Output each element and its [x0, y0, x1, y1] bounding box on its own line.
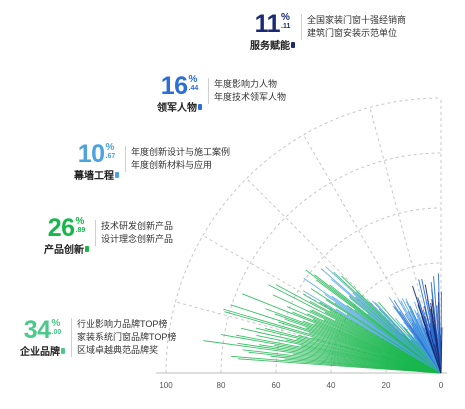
stat-decimal: .44	[188, 85, 199, 92]
stat-line: 年度技术领军人物	[214, 92, 287, 102]
stat-decimal: .67	[105, 153, 116, 160]
stat-muqiang: 10 % .67 幕墙工程 年度创新设计与施工案例 年度创新材料与应用	[74, 140, 230, 183]
stat-number: 11	[254, 10, 281, 38]
stat-percent: %	[75, 216, 85, 227]
stat-line: 设计理念创新产品	[101, 234, 174, 244]
stat-category: 企业品牌	[20, 347, 60, 358]
stat-percent: %	[105, 142, 115, 153]
ray	[437, 273, 442, 374]
grid-spoke	[369, 107, 442, 374]
grid-arc	[220, 152, 442, 374]
grid-spoke	[175, 301, 442, 374]
ray	[430, 308, 442, 374]
data-rays	[203, 266, 443, 374]
category-tag	[198, 104, 202, 110]
stat-qiye: 34 % .00 企业品牌 行业影响力品牌TOP榜 家装系统门窗品牌TOP榜 区域…	[20, 316, 176, 359]
stat-line: 建筑门窗安装示范单位	[307, 28, 398, 38]
stat-number: 34	[23, 316, 51, 344]
ray	[436, 305, 442, 374]
stat-decimal: .89	[75, 227, 86, 234]
stat-lines: 年度影响力人物 年度技术领军人物	[208, 78, 286, 104]
grid-spoke	[246, 178, 442, 374]
stat-number: 16	[160, 72, 188, 100]
tick-label: 100	[159, 381, 173, 390]
stat-percent: %	[51, 318, 61, 329]
stat-category: 幕墙工程	[74, 171, 114, 182]
stat-lines: 年度创新设计与施工案例 年度创新材料与应用	[125, 146, 230, 172]
stat-line: 行业影响力品牌TOP榜	[77, 319, 168, 329]
stat-line: 全国家装门窗十强经销商	[307, 15, 407, 25]
stat-lingjun: 16 % .44 领军人物 年度影响力人物 年度技术领军人物	[157, 72, 286, 115]
stat-fuwu: 11 % .11 服务赋能 全国家装门窗十强经销商 建筑门窗安装示范单位	[250, 10, 406, 53]
tick-label: 20	[382, 381, 391, 390]
polar-grid	[156, 97, 447, 374]
stat-category: 产品创新	[44, 245, 84, 256]
grid-spoke	[303, 134, 442, 374]
category-tag	[61, 348, 65, 354]
stat-line: 年度创新材料与应用	[131, 160, 213, 170]
category-tag	[85, 246, 89, 252]
stat-lines: 全国家装门窗十强经销商 建筑门窗安装示范单位	[301, 14, 406, 40]
stat-decimal: .00	[51, 329, 62, 336]
tick-label: 80	[217, 381, 226, 390]
grid-arc	[165, 97, 442, 374]
stat-percent: %	[281, 12, 290, 23]
stat-decimal: .11	[281, 23, 291, 30]
category-tag	[291, 42, 295, 48]
radial-ticks: 100 80 60 40 20 0	[159, 381, 443, 390]
stat-number: 26	[47, 214, 75, 242]
stat-percent: %	[188, 74, 198, 85]
stat-category: 服务赋能	[250, 41, 290, 52]
stat-line: 区域卓越典范品牌奖	[77, 345, 159, 355]
tick-label: 0	[439, 381, 444, 390]
stat-line: 年度创新设计与施工案例	[131, 147, 231, 157]
category-tag	[115, 172, 119, 178]
stat-line: 技术研发创新产品	[101, 221, 174, 231]
stat-chanpin: 26 % .89 产品创新 技术研发创新产品 设计理念创新产品	[44, 214, 173, 257]
stat-line: 年度影响力人物	[214, 79, 278, 89]
grid-spoke	[202, 235, 442, 374]
stat-lines: 行业影响力品牌TOP榜 家装系统门窗品牌TOP榜 区域卓越典范品牌奖	[71, 318, 176, 357]
stat-lines: 技术研发创新产品 设计理念创新产品	[95, 220, 173, 246]
stat-category: 领军人物	[157, 103, 197, 114]
stat-number: 10	[77, 140, 105, 168]
ray	[429, 338, 442, 374]
tick-label: 60	[272, 381, 281, 390]
tick-label: 40	[327, 381, 336, 390]
stat-line: 家装系统门窗品牌TOP榜	[77, 332, 177, 342]
